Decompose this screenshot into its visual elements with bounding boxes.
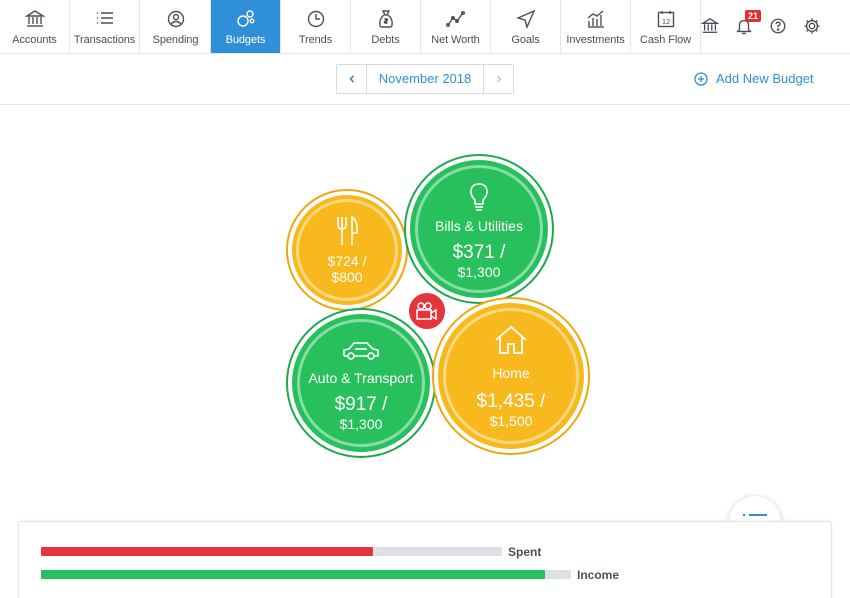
income-bar-track bbox=[41, 570, 571, 579]
tab-cash-flow[interactable]: 12 Cash Flow bbox=[631, 0, 701, 53]
car-icon bbox=[343, 342, 379, 360]
clock-icon bbox=[307, 10, 324, 28]
current-month-label[interactable]: November 2018 bbox=[378, 71, 472, 86]
budget-name: Auto & Transport bbox=[308, 370, 414, 386]
tab-investments[interactable]: Investments bbox=[561, 0, 631, 53]
top-navigation: Accounts Transactions Spending Budgets T… bbox=[0, 0, 850, 54]
bubbles-icon bbox=[236, 10, 254, 27]
previous-month-button[interactable] bbox=[337, 65, 367, 93]
house-icon bbox=[495, 325, 527, 354]
tab-label: Investments bbox=[566, 34, 625, 46]
income-bar-fill bbox=[41, 570, 545, 579]
progress-ring bbox=[296, 199, 398, 301]
money-bag-icon bbox=[378, 10, 393, 28]
spent-bar-track bbox=[41, 547, 502, 556]
budget-bubble-entertainment[interactable] bbox=[407, 291, 447, 331]
navigation-icon bbox=[515, 9, 535, 29]
bar-chart-icon bbox=[587, 10, 604, 28]
tab-trends[interactable]: Trends bbox=[281, 0, 351, 53]
tab-label: Spending bbox=[152, 34, 199, 46]
budget-spent: $917 / bbox=[334, 394, 388, 415]
bank-icon bbox=[701, 18, 719, 33]
calendar-day-text: 12 bbox=[661, 17, 669, 26]
add-new-budget-label: Add New Budget bbox=[716, 71, 814, 86]
tab-accounts[interactable]: Accounts bbox=[0, 0, 70, 53]
budget-spent: $371 / bbox=[452, 242, 506, 263]
fork-knife-icon bbox=[337, 215, 358, 245]
budget-total: $1,300 bbox=[339, 416, 383, 432]
budget-bubble-food[interactable]: $724 / $800 bbox=[288, 191, 406, 309]
budget-bubble-bills-utilities[interactable]: Bills & Utilities $371 / $1,300 bbox=[406, 156, 552, 302]
calendar-icon: 12 bbox=[657, 11, 674, 28]
pie-chart-icon bbox=[167, 10, 184, 28]
gear-icon bbox=[804, 18, 820, 34]
tab-label: Trends bbox=[298, 34, 333, 46]
tab-label: Debts bbox=[371, 34, 400, 46]
plus-circle-icon bbox=[694, 71, 708, 86]
spent-label: Spent bbox=[508, 544, 542, 559]
progress-ring bbox=[443, 308, 579, 444]
tab-net-worth[interactable]: Net Worth bbox=[421, 0, 491, 53]
spent-bar-row: Spent bbox=[41, 544, 542, 559]
bell-icon bbox=[736, 19, 752, 35]
tab-debts[interactable]: Debts bbox=[351, 0, 421, 53]
help-icon bbox=[770, 18, 786, 34]
budget-summary-card: Spent Income bbox=[18, 521, 832, 598]
next-month-button[interactable] bbox=[483, 65, 513, 93]
chevron-left-icon bbox=[348, 75, 354, 83]
budget-bubble-home[interactable]: Home $1,435 / $1,500 bbox=[434, 299, 588, 453]
tab-label: Goals bbox=[511, 34, 540, 46]
budget-total: $1,300 bbox=[457, 264, 501, 280]
chevron-right-icon bbox=[496, 75, 502, 83]
tab-budgets[interactable]: Budgets bbox=[211, 0, 281, 53]
tab-goals[interactable]: Goals bbox=[491, 0, 561, 53]
budget-spent: $1,435 / bbox=[476, 391, 546, 412]
tab-label: Accounts bbox=[12, 34, 57, 46]
budget-toolbar: November 2018 Add New Budget bbox=[0, 54, 850, 105]
income-label: Income bbox=[577, 567, 620, 582]
tab-transactions[interactable]: Transactions bbox=[70, 0, 140, 53]
tab-label: Cash Flow bbox=[639, 34, 692, 46]
list-icon bbox=[96, 12, 113, 24]
video-camera-icon bbox=[416, 302, 437, 321]
lightbulb-icon bbox=[470, 183, 488, 211]
progress-ring bbox=[297, 319, 425, 447]
line-chart-icon bbox=[445, 11, 465, 27]
budget-spent: $724 / bbox=[327, 253, 367, 269]
add-new-budget-button[interactable]: Add New Budget bbox=[694, 71, 814, 86]
tab-spending[interactable]: Spending bbox=[141, 0, 211, 53]
budget-total: $1,500 bbox=[489, 413, 533, 429]
notification-count-badge: 21 bbox=[745, 10, 762, 22]
bank-icon bbox=[24, 10, 45, 27]
month-picker: November 2018 bbox=[336, 64, 514, 94]
institutions-button[interactable] bbox=[698, 14, 722, 38]
help-button[interactable] bbox=[766, 14, 790, 38]
budget-bubble-auto-transport[interactable]: Auto & Transport $917 / $1,300 bbox=[288, 310, 434, 456]
settings-button[interactable] bbox=[800, 14, 824, 38]
tab-label: Net Worth bbox=[431, 34, 480, 46]
budget-name: Home bbox=[492, 365, 530, 381]
budget-name: Bills & Utilities bbox=[435, 218, 523, 234]
notifications-button[interactable]: 21 bbox=[732, 10, 762, 38]
income-bar-row: Income bbox=[41, 567, 620, 582]
spent-bar-fill bbox=[41, 547, 373, 556]
tab-label: Transactions bbox=[73, 34, 136, 46]
tab-label: Budgets bbox=[225, 34, 266, 46]
progress-ring bbox=[415, 165, 543, 293]
budget-total: $800 bbox=[331, 269, 363, 285]
